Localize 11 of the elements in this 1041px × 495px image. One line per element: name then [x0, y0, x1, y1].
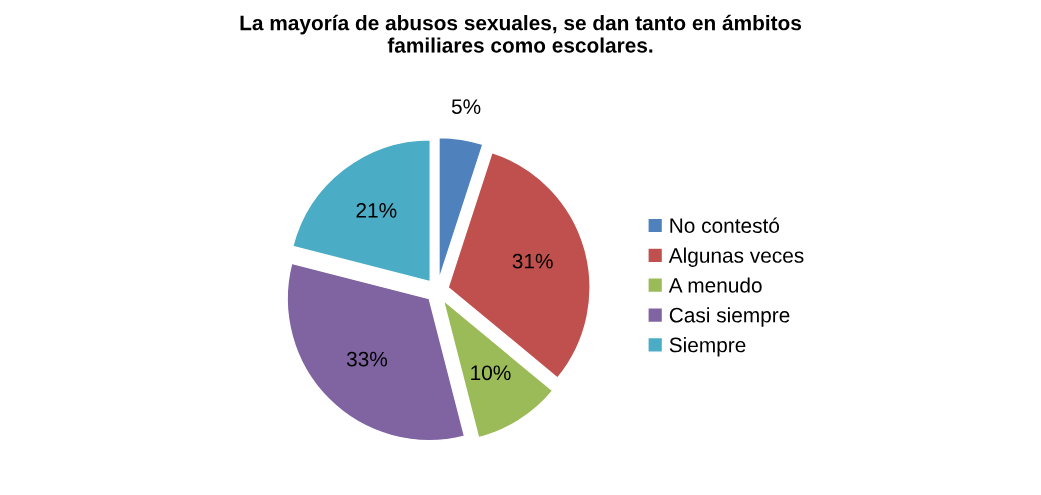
data-label: 10% — [471, 365, 511, 381]
data-label: 33% — [346, 351, 388, 367]
data-label: 5% — [451, 99, 481, 114]
legend-label: A menudo — [668, 277, 762, 293]
legend-label: Casi siempre — [669, 307, 790, 327]
chart-title: La mayoría de abusos sexuales, se dan tanto en ámbitos familiares como escolares. — [240, 14, 802, 53]
legend-label: No contestó — [670, 217, 780, 234]
legend-label: Siempre — [669, 337, 746, 357]
legend-label: Algunas veces — [668, 247, 804, 267]
data-label: 21% — [356, 202, 397, 218]
data-label: 31% — [512, 253, 553, 269]
